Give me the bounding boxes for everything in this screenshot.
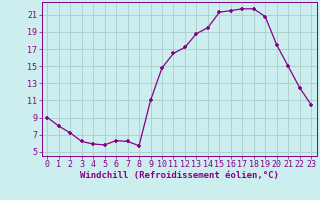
X-axis label: Windchill (Refroidissement éolien,°C): Windchill (Refroidissement éolien,°C) <box>80 171 279 180</box>
